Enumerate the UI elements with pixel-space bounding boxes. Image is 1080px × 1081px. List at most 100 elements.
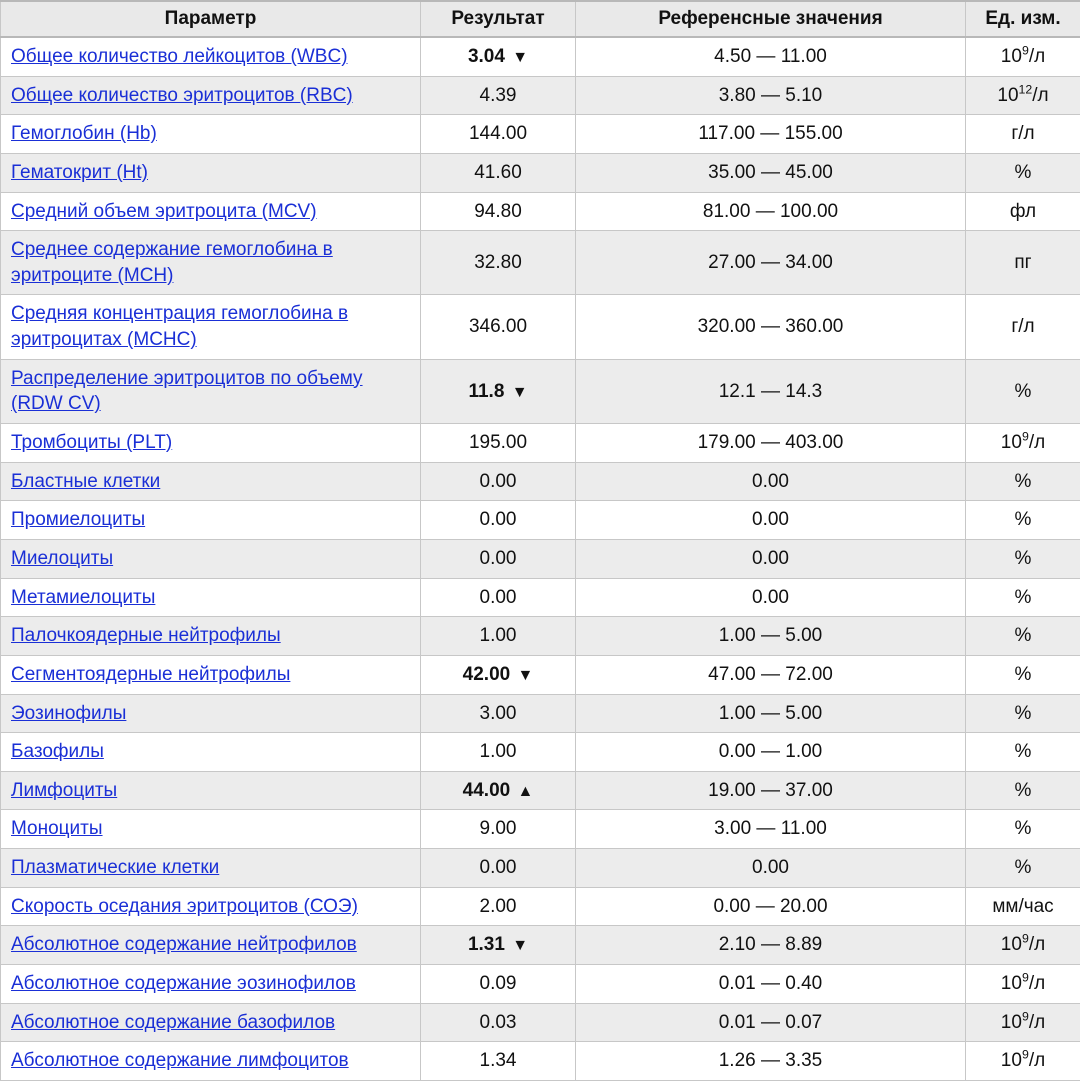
table-row: Метамиелоциты0.000.00% (1, 578, 1080, 617)
param-link[interactable]: Распределение эритроцитов по объему (RDW… (11, 368, 363, 415)
param-link[interactable]: Средний объем эритроцита (MCV) (11, 201, 317, 222)
lab-results-table: Параметр Результат Референсные значения … (0, 0, 1080, 1081)
result-cell: 0.09 (421, 965, 576, 1004)
param-link[interactable]: Гематокрит (Ht) (11, 162, 148, 183)
unit-cell: 109/л (966, 965, 1080, 1004)
result-value: 1.00 (480, 625, 517, 646)
result-cell: 41.60 (421, 153, 576, 192)
result-cell: 0.00 (421, 462, 576, 501)
unit-cell: г/л (966, 295, 1080, 359)
arrow-down-icon: ▼ (510, 937, 528, 954)
reference-cell: 4.50 — 11.00 (576, 37, 966, 76)
result-value: 0.09 (480, 973, 517, 994)
reference-cell: 0.00 (576, 849, 966, 888)
arrow-up-icon: ▲ (515, 783, 533, 800)
table-row: Абсолютное содержание лимфоцитов1.341.26… (1, 1042, 1080, 1081)
param-link[interactable]: Базофилы (11, 741, 104, 762)
param-link[interactable]: Палочкоядерные нейтрофилы (11, 625, 281, 646)
reference-cell: 19.00 — 37.00 (576, 771, 966, 810)
result-value: 2.00 (480, 896, 517, 917)
reference-cell: 3.80 — 5.10 (576, 76, 966, 115)
reference-cell: 0.00 (576, 462, 966, 501)
result-value: 94.80 (474, 201, 522, 222)
unit-cell: % (966, 539, 1080, 578)
result-value: 1.31 (468, 934, 505, 955)
param-link[interactable]: Эозинофилы (11, 703, 126, 724)
param-link[interactable]: Моноциты (11, 818, 103, 839)
param-link[interactable]: Общее количество лейкоцитов (WBC) (11, 46, 348, 67)
result-cell: 94.80 (421, 192, 576, 231)
result-value: 0.00 (480, 509, 517, 530)
reference-cell: 0.00 (576, 539, 966, 578)
param-cell: Бластные клетки (1, 462, 421, 501)
param-cell: Лимфоциты (1, 771, 421, 810)
param-link[interactable]: Лимфоциты (11, 780, 117, 801)
unit-cell: пг (966, 231, 1080, 295)
param-cell: Средняя концентрация гемоглобина в эритр… (1, 295, 421, 359)
param-link[interactable]: Промиелоциты (11, 509, 145, 530)
param-link[interactable]: Сегментоядерные нейтрофилы (11, 664, 290, 685)
param-link[interactable]: Общее количество эритроцитов (RBC) (11, 85, 353, 106)
result-cell: 195.00 (421, 424, 576, 463)
result-value: 3.04 (468, 46, 505, 67)
unit-cell: % (966, 462, 1080, 501)
table-row: Абсолютное содержание нейтрофилов1.31 ▼2… (1, 926, 1080, 965)
result-cell: 32.80 (421, 231, 576, 295)
unit-cell: 109/л (966, 926, 1080, 965)
param-link[interactable]: Абсолютное содержание нейтрофилов (11, 934, 357, 955)
unit-cell: мм/час (966, 887, 1080, 926)
table-body: Общее количество лейкоцитов (WBC)3.04 ▼4… (1, 37, 1080, 1080)
result-cell: 3.00 (421, 694, 576, 733)
table-header-row: Параметр Результат Референсные значения … (1, 1, 1080, 37)
param-link[interactable]: Скорость оседания эритроцитов (СОЭ) (11, 896, 358, 917)
param-link[interactable]: Бластные клетки (11, 471, 160, 492)
param-link[interactable]: Гемоглобин (Hb) (11, 123, 157, 144)
col-header-result: Результат (421, 1, 576, 37)
param-cell: Абсолютное содержание базофилов (1, 1003, 421, 1042)
result-value: 0.00 (480, 471, 517, 492)
unit-cell: % (966, 153, 1080, 192)
result-cell: 1.34 (421, 1042, 576, 1081)
table-row: Миелоциты 0.000.00% (1, 539, 1080, 578)
param-link[interactable]: Абсолютное содержание эозинофилов (11, 973, 356, 994)
unit-cell: % (966, 617, 1080, 656)
result-cell: 1.31 ▼ (421, 926, 576, 965)
param-link[interactable]: Плазматические клетки (11, 857, 219, 878)
unit-cell: г/л (966, 115, 1080, 154)
param-link[interactable]: Абсолютное содержание лимфоцитов (11, 1050, 349, 1071)
unit-cell: 109/л (966, 1042, 1080, 1081)
result-value: 41.60 (474, 162, 522, 183)
unit-cell: % (966, 849, 1080, 888)
table-row: Скорость оседания эритроцитов (СОЭ) 2.00 0… (1, 887, 1080, 926)
result-cell: 44.00 ▲ (421, 771, 576, 810)
unit-cell: % (966, 501, 1080, 540)
param-link[interactable]: Метамиелоциты (11, 587, 155, 608)
result-value: 11.8 (468, 381, 504, 402)
unit-cell: % (966, 810, 1080, 849)
result-value: 1.00 (480, 741, 517, 762)
param-cell: Метамиелоциты (1, 578, 421, 617)
param-cell: Плазматические клетки (1, 849, 421, 888)
param-cell: Общее количество эритроцитов (RBC) (1, 76, 421, 115)
arrow-down-icon: ▼ (515, 667, 533, 684)
result-cell: 4.39 (421, 76, 576, 115)
result-cell: 42.00 ▼ (421, 655, 576, 694)
param-link[interactable]: Средняя концентрация гемоглобина в эритр… (11, 303, 348, 350)
reference-cell: 47.00 — 72.00 (576, 655, 966, 694)
param-cell: Гематокрит (Ht) (1, 153, 421, 192)
param-link[interactable]: Абсолютное содержание базофилов (11, 1012, 335, 1033)
param-link[interactable]: Тромбоциты (PLT) (11, 432, 172, 453)
table-row: Гематокрит (Ht) 41.60 35.00 — 45.00% (1, 153, 1080, 192)
param-cell: Распределение эритроцитов по объему (RDW… (1, 359, 421, 423)
param-link[interactable]: Миелоциты (11, 548, 113, 569)
reference-cell: 0.01 — 0.07 (576, 1003, 966, 1042)
reference-cell: 0.00 — 20.00 (576, 887, 966, 926)
table-row: Лимфоциты44.00 ▲19.00 — 37.00% (1, 771, 1080, 810)
result-cell: 0.03 (421, 1003, 576, 1042)
result-cell: 0.00 (421, 539, 576, 578)
param-cell: Средний объем эритроцита (MCV) (1, 192, 421, 231)
result-value: 42.00 (463, 664, 511, 685)
reference-cell: 35.00 — 45.00 (576, 153, 966, 192)
param-link[interactable]: Среднее содержание гемоглобина в эритроц… (11, 239, 333, 286)
table-row: Гемоглобин (Hb)144.00117.00 — 155.00г/л (1, 115, 1080, 154)
